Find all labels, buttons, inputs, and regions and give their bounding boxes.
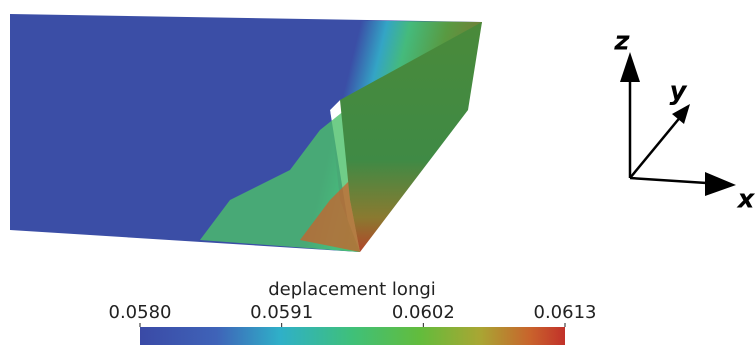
- colorbar-title: deplacement longi: [268, 279, 436, 300]
- axis-label: x: [736, 185, 756, 215]
- axis-label: y: [670, 77, 688, 107]
- colorbar-tick-label: 0.0591: [250, 302, 313, 323]
- colorbar-tick-label: 0.0580: [109, 302, 172, 323]
- colorbar: [140, 327, 565, 345]
- 3d-model: [10, 14, 482, 252]
- colorbar-tick-label: 0.0602: [392, 302, 455, 323]
- axes-triad: [620, 52, 736, 196]
- axis-label: z: [613, 27, 630, 57]
- colorbar-tick-label: 0.0613: [534, 302, 597, 323]
